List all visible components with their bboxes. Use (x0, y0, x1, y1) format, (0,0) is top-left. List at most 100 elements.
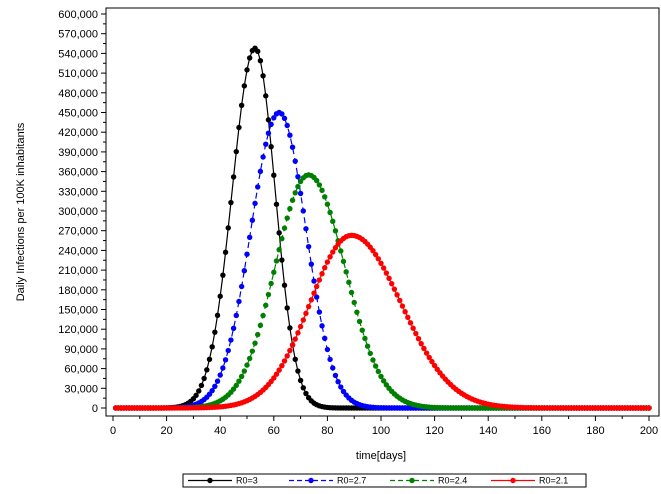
series-point (236, 298, 242, 305)
series-4 (112, 232, 652, 411)
series-point (233, 382, 239, 389)
series-point (383, 270, 390, 276)
series-point (241, 83, 248, 89)
series-point (399, 303, 406, 309)
series-point (279, 363, 285, 369)
series-point (249, 348, 256, 354)
y-tick-label: 420,000 (58, 127, 98, 139)
x-tick-label: 80 (321, 425, 333, 437)
series-point (260, 154, 266, 160)
x-tick-label: 60 (268, 425, 280, 437)
series-point (418, 340, 424, 347)
y-tick-label: 120,000 (58, 324, 98, 336)
series-point (351, 299, 357, 306)
x-tick-label: 40 (214, 425, 226, 437)
series-point (330, 249, 336, 255)
y-tick-label: 450,000 (58, 108, 98, 120)
series-point (198, 382, 205, 389)
series-point (204, 367, 210, 373)
series-point (246, 234, 253, 240)
series-point (297, 377, 304, 384)
series-point (410, 325, 416, 331)
series-point (284, 215, 290, 221)
series-point (287, 132, 293, 138)
x-tick-label: 100 (372, 425, 390, 437)
series-point (303, 226, 309, 232)
series-point (244, 67, 250, 73)
series-point (319, 323, 325, 329)
series-point (402, 309, 408, 315)
series-point (273, 371, 280, 377)
series-point (268, 121, 274, 128)
series-point (322, 335, 328, 342)
series-point (386, 275, 392, 281)
y-tick-label: 60,000 (64, 364, 98, 376)
series-point (206, 356, 213, 362)
series-point (225, 347, 231, 354)
series-point (338, 384, 344, 390)
series-point (214, 378, 221, 384)
series-point (279, 111, 285, 117)
series-point (225, 225, 231, 231)
series-point (415, 336, 422, 342)
series-point (265, 117, 272, 123)
series-point (423, 350, 430, 356)
series-point (359, 327, 365, 333)
series-point (255, 48, 261, 55)
series-point (230, 174, 237, 180)
series-point (370, 248, 376, 254)
series-point (421, 345, 427, 352)
series-point (324, 346, 331, 353)
y-tick-label: 210,000 (58, 265, 98, 277)
series-point (313, 294, 320, 300)
series-point (244, 251, 250, 257)
series-point (378, 260, 384, 266)
x-tick-label: 200 (640, 425, 658, 437)
series-point (316, 182, 323, 188)
series-point (300, 208, 306, 214)
series-line (115, 111, 649, 409)
legend-label: R0=3 (236, 476, 258, 486)
legend-entry: R0=2.4 (390, 476, 467, 486)
series-point (268, 143, 274, 150)
series-point (332, 245, 339, 251)
y-tick-label: 30,000 (64, 383, 98, 395)
legend-entry: R0=2.7 (289, 476, 366, 486)
series-point (263, 93, 269, 99)
series-point (303, 390, 309, 397)
y-tick-label: 90,000 (64, 344, 98, 356)
series-point (217, 372, 223, 378)
series-point (260, 73, 266, 79)
series-point (319, 187, 325, 194)
series-point (241, 368, 248, 374)
legend-swatch-marker (409, 477, 415, 484)
series-point (217, 293, 223, 299)
series-point (230, 325, 237, 332)
series-point (271, 172, 277, 178)
series-point (370, 357, 376, 363)
x-tick-label: 120 (425, 425, 443, 437)
series-point (292, 336, 298, 342)
series-point (276, 247, 282, 253)
series-point (220, 272, 226, 278)
legend-label: R0=2.4 (438, 476, 467, 486)
series-1 (112, 45, 652, 411)
x-tick-label: 180 (586, 425, 604, 437)
y-tick-label: 330,000 (58, 186, 98, 198)
x-axis-title: time[days] (356, 450, 406, 462)
series-point (273, 258, 280, 264)
series-point (263, 141, 269, 147)
series-point (276, 230, 282, 236)
legend-swatch-marker (207, 477, 213, 484)
series-point (222, 249, 229, 255)
series-point (327, 209, 333, 216)
series-point (238, 373, 245, 380)
y-tick-label: 540,000 (58, 48, 98, 60)
series-point (228, 199, 234, 206)
x-tick-label: 0 (110, 425, 116, 437)
series-point (246, 355, 253, 362)
series-point (265, 130, 272, 136)
series-point (431, 362, 438, 369)
